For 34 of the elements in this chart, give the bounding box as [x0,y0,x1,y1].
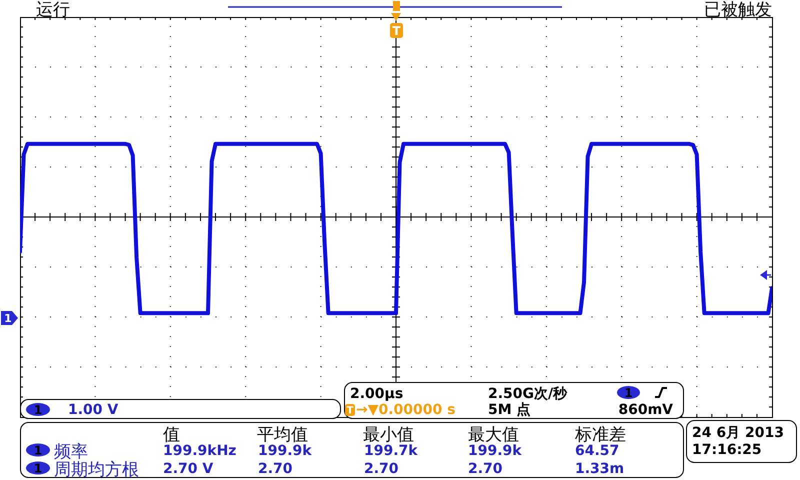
text: 已被触发 [704,0,772,20]
text: 17:16:25 [692,442,762,458]
text: 860mV [618,402,674,418]
text: 199.9kHz [163,443,236,459]
channel-badge: 1 [26,443,50,458]
trigger-tag: T [390,23,403,38]
text: 64.57 [575,443,620,459]
text: 2.70 [364,461,399,477]
text: 5M 点 [488,402,531,418]
text: 2.70 V [163,461,214,477]
text: 值 [163,425,180,445]
channel-badge: 1 [26,461,50,476]
trigger-tag: T [345,404,355,417]
text: 频率 [54,442,88,462]
channel-badge: 1 [617,386,640,400]
text: 标准差 [574,425,626,445]
text: 最小值 [363,425,414,445]
text: 1.00 V [68,402,118,418]
channel-marker: 1 [1,311,18,325]
text: 最大值 [468,425,519,445]
text: →▼0.00000 s [356,402,456,418]
text: 2.70 [258,461,293,477]
channel-badge: 1 [26,402,50,417]
text: 199.9k [258,443,312,459]
text: 2.50G次/秒 [488,386,568,402]
text: 2.00µs [350,386,404,402]
text: 24 6月 2013 [692,425,784,441]
text: 199.9k [468,443,522,459]
text: 平均值 [257,425,308,445]
text: 2.70 [468,461,503,477]
text: 周期均方根 [54,460,139,480]
text: 199.7k [364,443,418,459]
text: 运行 [36,0,70,20]
text: 1.33m [575,461,624,477]
